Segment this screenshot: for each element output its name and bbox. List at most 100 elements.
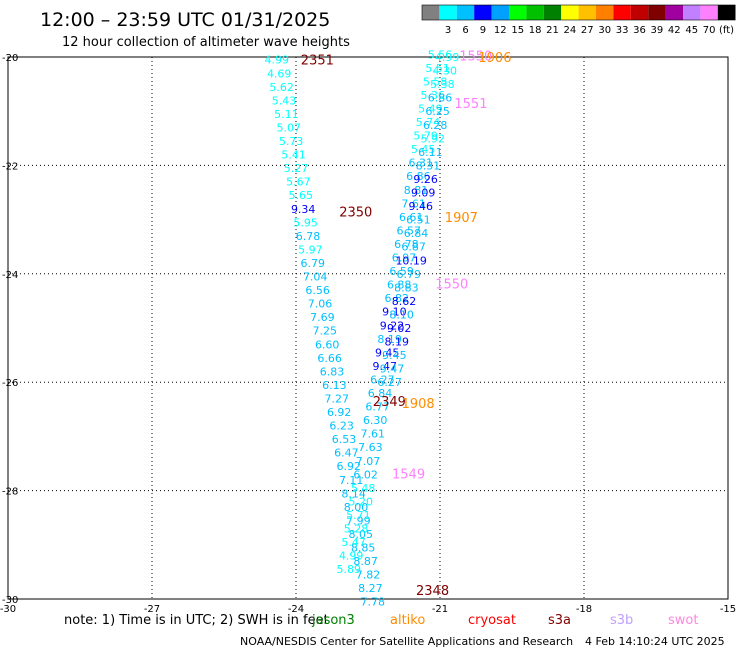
wave-height-point: 6.56 [305,284,330,297]
wave-height-point: 5.11 [274,108,299,121]
colorbar-unit: (ft) [719,25,734,36]
wave-height-point: 5.28 [344,523,369,536]
wave-height-point: 6.53 [332,433,357,446]
wave-height-point: 5.36 [421,89,446,102]
wave-height-point: 7.99 [346,514,371,527]
wave-height-point: 6.59 [389,265,414,278]
colorbar-tick-label: 3 [445,25,451,36]
wave-height-point: 7.04 [303,271,328,284]
colorbar-tick-label: 21 [546,25,559,36]
wave-height-point: 5.74 [416,116,441,129]
wave-height-point: 6.57 [397,224,422,237]
colorbar-swatch [700,5,718,20]
wave-height-point: 8.19 [377,333,402,346]
wave-height-point: 9.45 [382,349,407,362]
wave-height-point: 6.97 [392,252,417,265]
wave-height-point: 8.27 [358,582,383,595]
legend-entry: altiko [390,613,425,628]
plot-area [7,56,729,600]
colorbar-swatch [717,5,736,20]
wave-height-point: 6.27 [377,376,402,389]
wave-height-point: 8.10 [389,308,414,321]
pass-id-label: 1549 [392,467,425,482]
footer-note: note: 1) Time is in UTC; 2) SWH is in fe… [64,613,329,628]
wave-height-point: 7.07 [356,455,381,468]
pass-id-label: 2351 [301,54,334,69]
wave-height-point: 4.99 [265,54,290,67]
wave-height-point: 7.69 [310,311,335,324]
wave-height-point: 6.78 [394,238,419,251]
wave-height-point: 7.61 [401,197,426,210]
axis-ticks: -30 -27 -24 -21 -18 -15 -20 -22 -24 -26 -28 -30 [0,53,736,615]
colorbar-swatch [578,5,596,20]
wave-height-point: 5.89 [337,563,362,576]
x-tick-label: -27 [144,604,160,615]
wave-height-point: 6.87 [401,241,426,254]
wave-height-point: 6.13 [322,379,347,392]
colorbar-swatch [596,5,614,20]
x-tick-label: -18 [576,604,592,615]
wave-height-point: 9.02 [387,322,412,335]
pass-id-label: 1550 [435,278,468,293]
wave-height-point: 7.82 [356,569,381,582]
colorbar-tick-label: 36 [633,25,646,36]
wave-height-point: 9.46 [409,200,434,213]
colorbar-tick-label: 70 [703,25,716,36]
wave-height-point: 6.25 [425,105,450,118]
wave-height-point: 6.92 [327,406,352,419]
wave-height-point: 10.19 [395,254,427,267]
colorbar-tick-label: 24 [564,25,577,36]
y-tick-label: -30 [2,595,18,606]
wave-height-point: 6.60 [315,338,340,351]
chart-title: 12:00 – 23:59 UTC 01/31/2025 [40,9,330,31]
wave-height-point: 5.49 [418,102,443,115]
colorbar-tick-label: 30 [598,25,611,36]
y-tick-label: -24 [2,270,18,281]
pass-id-label: 1550 [459,49,492,64]
pass-id-label: 1907 [445,211,478,226]
wave-height-point: 9.47 [380,363,405,376]
wave-height-point: 5.07 [277,121,302,134]
colorbar-tick-label: 33 [616,25,629,36]
wave-height-point: 5.97 [298,243,323,256]
wave-height-point: 6.31 [409,157,434,170]
colorbar-swatch [648,5,666,20]
wave-height-point: 6.79 [397,268,422,281]
colorbar-swatch [543,5,562,20]
colorbar-tick-label: 15 [511,25,524,36]
y-tick-label: -20 [2,53,18,64]
legend-entry: s3b [610,613,633,628]
wave-height-point: 9.10 [382,306,407,319]
wave-height-point: 6.78 [296,230,321,243]
colorbar-tick-label: 9 [480,25,486,36]
colorbar-swatch [561,5,579,20]
wave-height-point: 8.62 [392,295,417,308]
pass-id-label: 1908 [402,397,435,412]
wave-height-point: 5.41 [281,149,306,162]
wave-height-point: 5.73 [279,135,304,148]
wave-height-point: 5.43 [272,94,297,107]
colorbar-swatch [630,5,649,20]
legend-entry: swot [668,613,698,628]
wave-height-point: 5.67 [286,176,311,189]
wave-height-point: 8.00 [344,501,369,514]
wave-height-point: 6.28 [423,119,448,132]
pass-id-label: 2348 [416,584,449,599]
y-tick-label: -22 [2,161,18,172]
colorbar-frame [421,4,736,21]
pass-id-label: 2349 [373,395,406,410]
wave-height-point: 7.25 [313,325,338,338]
wave-height-point: 5.79 [413,130,438,143]
wave-height-point: 6.79 [301,257,326,270]
wave-height-point: 8.85 [351,542,376,555]
wave-height-point: 6.92 [337,460,362,473]
colorbar-tick-label: 45 [685,25,698,36]
colorbar-tick-label: 12 [494,25,507,36]
legend-entry: s3a [548,613,571,628]
wave-height-point: 5.48 [351,482,376,495]
wave-height-point: 8.31 [416,159,441,172]
wave-height-point: 5.27 [284,162,309,175]
wave-height-point: 4.69 [267,67,292,80]
wave-height-point: 9.34 [291,203,316,216]
wave-height-point: 7.78 [361,596,386,609]
